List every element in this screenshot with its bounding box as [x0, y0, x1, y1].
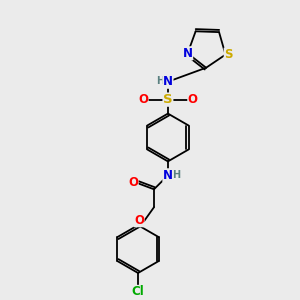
Text: O: O	[188, 93, 198, 106]
Text: O: O	[138, 93, 148, 106]
Text: O: O	[128, 176, 138, 189]
Text: H: H	[156, 76, 164, 86]
Text: Cl: Cl	[132, 285, 144, 298]
Text: H: H	[172, 170, 180, 180]
Text: N: N	[183, 47, 193, 60]
Text: N: N	[163, 75, 173, 88]
Text: S: S	[163, 93, 173, 106]
Text: N: N	[163, 169, 173, 182]
Text: O: O	[134, 214, 144, 227]
Text: S: S	[224, 48, 233, 61]
